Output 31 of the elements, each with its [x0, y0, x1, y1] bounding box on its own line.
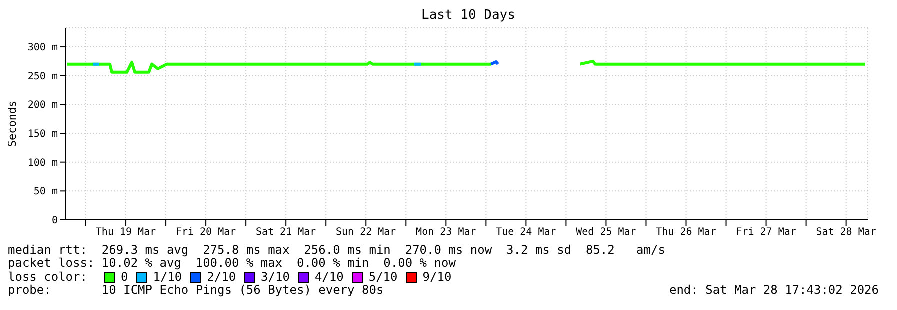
x-tick-label: Fri 20 Mar — [176, 227, 236, 238]
legend-title: loss color: — [8, 270, 88, 284]
y-tick-label: 300 m — [28, 42, 58, 54]
text: end: Sat Mar 28 17:43:02 2026 — [669, 283, 879, 297]
x-tick-label: Sun 22 Mar — [336, 227, 396, 238]
x-tick-label: Wed 25 Mar — [576, 227, 636, 238]
y-tick-label: 0 — [52, 216, 58, 227]
x-tick-label: Sat 28 Mar — [816, 227, 876, 238]
legend-label: 4/10 — [314, 270, 344, 284]
y-tick-label: 50 m — [34, 186, 58, 198]
legend-label: 5/10 — [368, 270, 398, 284]
legend-label: 9/10 — [422, 270, 452, 284]
text: median rtt: 269.3 ms avg 275.8 ms max 256.0 ms min 270.0 ms now 3.2 ms sd 85.2 am/s — [8, 243, 666, 257]
x-tick-label: Thu 26 Mar — [656, 227, 716, 238]
text: probe: 10 ICMP Echo Pings (56 Bytes) every 80s — [8, 283, 384, 297]
y-tick-label: 250 m — [28, 71, 58, 82]
y-tick-label: 200 m — [28, 100, 58, 112]
y-tick-label: 100 m — [28, 158, 58, 169]
x-tick-label: Thu 19 Mar — [96, 227, 156, 238]
legend-label: 0 — [121, 270, 128, 284]
legend-label: 2/10 — [207, 270, 236, 284]
chart-title: Last 10 Days — [420, 8, 516, 25]
text: packet loss: 10.02 % avg 100.00 % max 0.00 % min 0.00 % now — [8, 256, 457, 270]
y-axis-title: Seconds — [6, 100, 19, 148]
y-tick-label: 150 m — [28, 129, 58, 140]
x-tick-label: Tue 24 Mar — [496, 227, 556, 238]
legend-label: 3/10 — [261, 270, 290, 284]
x-tick-label: Mon 23 Mar — [416, 227, 476, 238]
legend-label: 1/10 — [153, 270, 182, 284]
x-tick-label: Sat 21 Mar — [256, 227, 316, 238]
x-tick-label: Fri 27 Mar — [736, 227, 796, 238]
